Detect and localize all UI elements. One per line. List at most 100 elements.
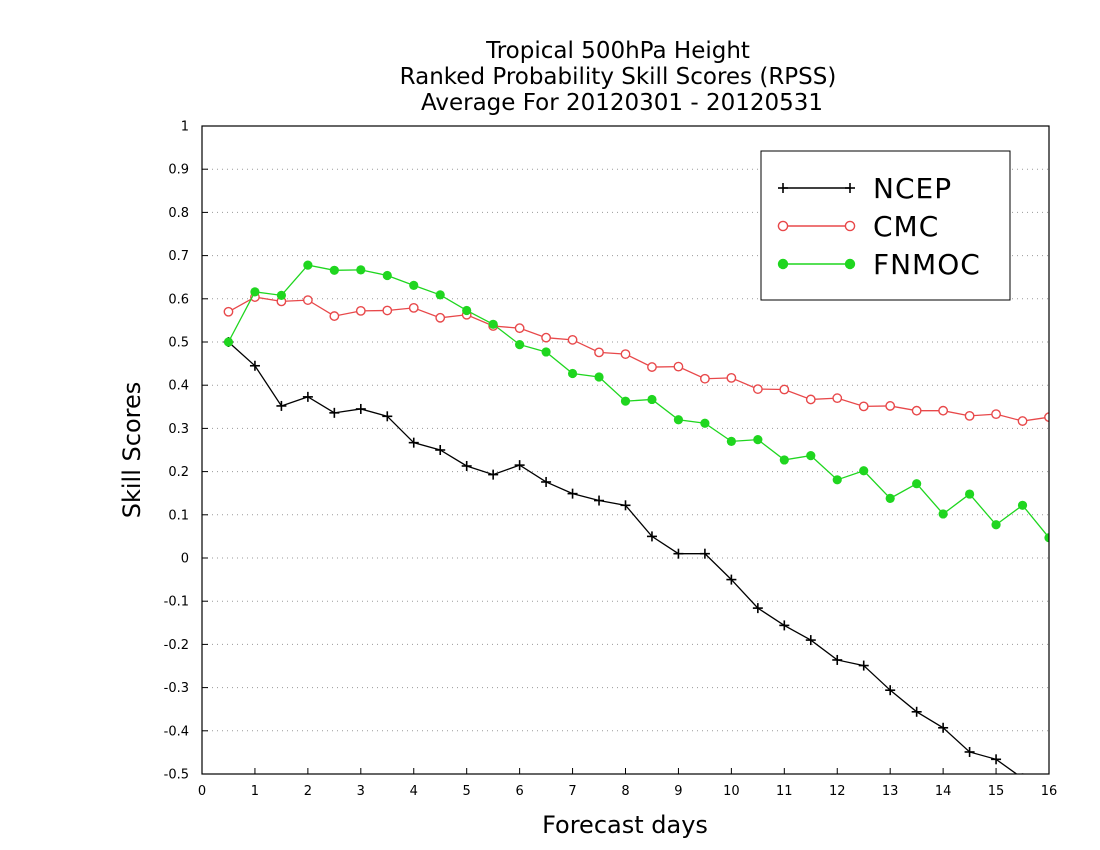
fnmoc-point (859, 466, 869, 476)
cmc-point (1044, 412, 1049, 423)
fnmoc-point (964, 489, 975, 499)
x-axis-label: Forecast days (542, 811, 708, 839)
y-tick-label: -0.1 (164, 595, 189, 610)
fnmoc-point (488, 319, 498, 329)
x-tick-label: 0 (198, 784, 206, 799)
fnmoc-point (912, 479, 922, 489)
fnmoc-point (409, 280, 419, 291)
x-tick-label: 16 (1041, 784, 1058, 799)
ncep-point (858, 660, 869, 671)
y-tick-label: 0.6 (168, 292, 189, 307)
legend-marker-ncep (778, 183, 788, 193)
ncep-point (594, 495, 605, 506)
y-tick-label: 0.3 (168, 422, 189, 437)
y-tick-label: 1 (181, 120, 189, 135)
cmc-point (567, 334, 578, 345)
plot-series-area (223, 260, 1049, 774)
cmc-point (752, 384, 763, 394)
ncep-point (567, 488, 578, 499)
legend-label-ncep: NCEP (873, 172, 952, 205)
fnmoc-point (1017, 500, 1028, 510)
fnmoc-point (303, 260, 313, 270)
x-tick-label: 7 (568, 784, 576, 799)
cmc-point (594, 347, 604, 358)
ncep-point (752, 603, 763, 614)
fnmoc-point (276, 290, 287, 300)
x-tick-label: 14 (935, 784, 952, 799)
ncep-point (779, 620, 790, 631)
x-tick-label: 13 (882, 784, 899, 799)
ncep-point (276, 400, 287, 411)
cmc-point (302, 295, 313, 305)
y-axis-ticks: -0.5 -0.4 -0.3 -0.2 -0.1 0 0.1 0.2 0.3 0.4 0.5 0.6 0… (164, 120, 208, 783)
y-tick-label: 0.2 (168, 465, 189, 480)
x-tick-label: 11 (776, 784, 793, 799)
ncep-point (620, 500, 631, 511)
cmc-point (911, 405, 922, 416)
fnmoc-point (806, 451, 816, 461)
fnmoc-point (567, 368, 578, 379)
fnmoc-point (700, 418, 710, 428)
fnmoc-point (1044, 533, 1049, 543)
x-tick-label: 5 (463, 784, 471, 799)
y-tick-label: -0.5 (164, 768, 189, 783)
cmc-point (938, 405, 949, 416)
ncep-point (249, 360, 260, 371)
legend: NCEP CMC FNMOC (760, 150, 1011, 301)
x-tick-label: 8 (621, 784, 629, 799)
y-axis-label: Skill Scores (118, 382, 146, 519)
ncep-point (435, 445, 446, 455)
legend-marker-fnmoc (844, 258, 856, 270)
ncep-point (329, 407, 340, 418)
fnmoc-point (382, 270, 392, 281)
cmc-point (885, 401, 896, 411)
legend-item-cmc: CMC (777, 210, 938, 243)
cmc-point (329, 311, 340, 321)
series-ncep (223, 337, 1024, 774)
cmc-point (620, 349, 631, 359)
ncep-point (991, 754, 1002, 765)
x-tick-label: 1 (251, 784, 259, 799)
cmc-point (858, 401, 869, 412)
ncep-point (832, 654, 843, 665)
ncep-point (1021, 773, 1024, 774)
cmc-point (382, 305, 393, 316)
ncep-point (885, 685, 896, 696)
fnmoc-point (779, 455, 789, 465)
x-tick-label: 15 (988, 784, 1005, 799)
fnmoc-point (726, 436, 736, 446)
ncep-point (673, 548, 684, 559)
cmc-point (514, 323, 525, 334)
x-tick-label: 12 (829, 784, 846, 799)
legend-marker-cmc (844, 220, 856, 232)
fnmoc-point (647, 394, 657, 405)
legend-marker-fnmoc (777, 258, 789, 270)
fnmoc-point (938, 509, 948, 519)
ncep-point (408, 437, 419, 448)
legend-item-fnmoc: FNMOC (777, 248, 980, 281)
cmc-point (541, 332, 551, 343)
ncep-point (726, 574, 737, 585)
y-tick-label: 0.5 (168, 336, 189, 351)
y-tick-label: -0.2 (164, 638, 189, 653)
series-cmc (223, 292, 1049, 426)
x-tick-label: 2 (304, 784, 312, 799)
chart-title-line-1: Tropical 500hPa Height (485, 38, 750, 64)
fnmoc-point (435, 290, 445, 300)
fnmoc-point (329, 265, 339, 275)
ncep-point (355, 403, 366, 414)
ncep-point (382, 411, 393, 422)
fnmoc-point (673, 415, 684, 425)
cmc-point (832, 393, 843, 404)
fnmoc-point (620, 396, 631, 406)
fnmoc-point (541, 347, 551, 357)
fnmoc-point (885, 493, 895, 503)
ncep-point (938, 722, 949, 733)
fnmoc-line (227, 264, 1049, 539)
ncep-point (646, 531, 657, 542)
cmc-point (805, 394, 816, 405)
ncep-point (964, 746, 975, 757)
ncep-point (699, 548, 710, 559)
y-tick-label: -0.4 (164, 724, 189, 739)
legend-marker-ncep (845, 183, 855, 193)
